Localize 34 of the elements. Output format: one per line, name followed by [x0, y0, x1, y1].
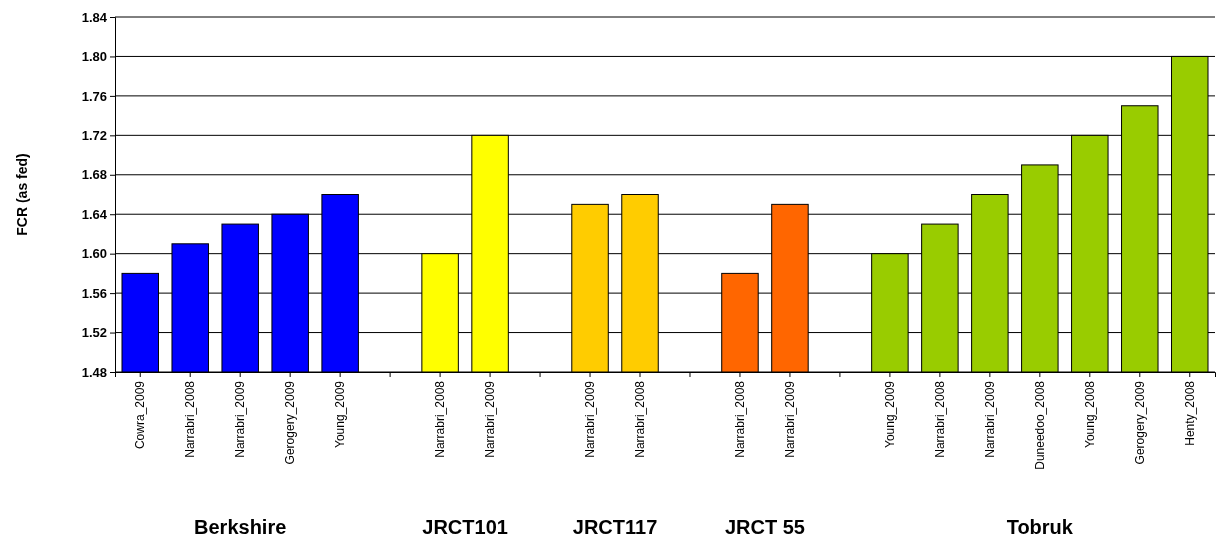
x-tick-label: Narrabri_2008 — [433, 380, 448, 458]
x-tick-label: Duneedoo_2008 — [1033, 380, 1048, 470]
y-axis-title: FCR (as fed) — [14, 153, 30, 236]
y-tick-label: 1.52 — [81, 325, 107, 341]
y-tick-label: 1.56 — [81, 285, 107, 301]
y-tick-label: 1.84 — [81, 9, 108, 25]
y-tick-label: 1.76 — [81, 88, 107, 104]
text: JRCT 55 — [724, 516, 805, 538]
text: Berkshire — [194, 516, 287, 538]
x-tick-label: Henty_2008 — [1182, 380, 1197, 446]
x-tick-label: Narrabri_2008 — [633, 380, 648, 458]
x-tick-label: Gerogery_2009 — [283, 380, 298, 465]
x-tick-label: Young_2009 — [883, 380, 898, 448]
y-tick-label: 1.48 — [81, 364, 107, 380]
y-tick-label: 1.64 — [81, 206, 108, 222]
x-tick-label: Narrabri_2008 — [733, 380, 748, 458]
x-tick-label: Young_2008 — [1083, 380, 1098, 448]
x-tick-label: Narrabri_2009 — [783, 380, 798, 458]
y-tick-label: 1.72 — [81, 127, 107, 143]
y-tick-label: 1.60 — [81, 246, 107, 262]
x-tick-label: Narrabri_2008 — [183, 380, 198, 458]
x-tick-label: Narrabri_2009 — [483, 380, 498, 458]
x-tick-label: Narrabri_2009 — [233, 380, 248, 458]
text: JRCT101 — [422, 516, 508, 538]
text: Tobruk — [1006, 516, 1074, 538]
x-tick-label: Young_2009 — [333, 380, 348, 448]
y-tick-label: 1.80 — [81, 49, 107, 65]
x-tick-label: Narrabri_2009 — [983, 380, 998, 458]
y-tick-label: 1.68 — [81, 167, 107, 183]
x-tick-label: Cowra_2009 — [133, 380, 148, 450]
text: JRCT117 — [572, 516, 658, 538]
x-tick-label: Narrabri_2008 — [933, 380, 948, 458]
x-tick-label: Gerogery_2009 — [1132, 380, 1147, 465]
x-tick-label: Narrabri_2009 — [583, 380, 598, 458]
